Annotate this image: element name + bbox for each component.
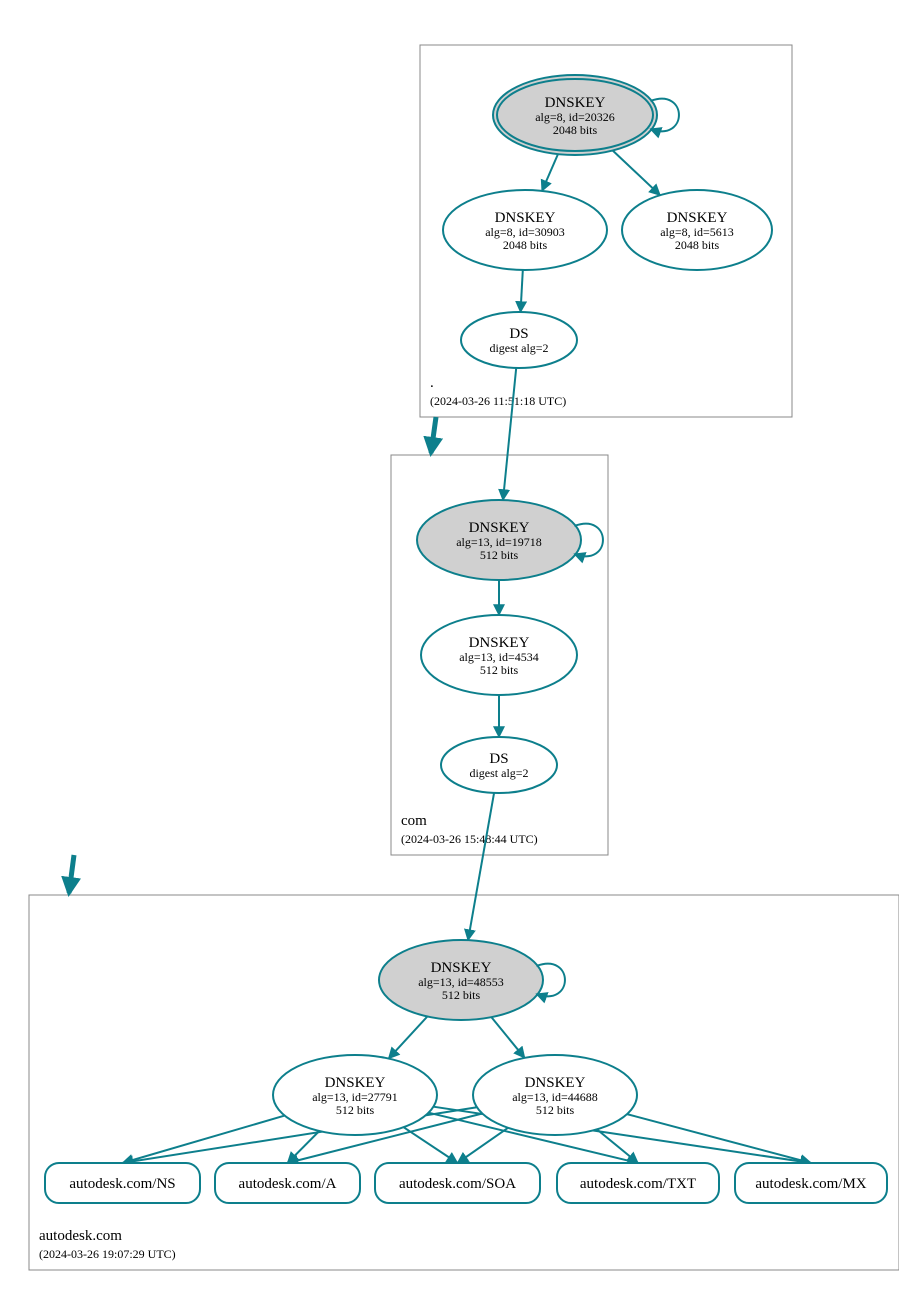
zone-timestamp-domain: (2024-03-26 19:07:29 UTC) xyxy=(39,1247,176,1261)
node-com_ksk: DNSKEYalg=13, id=19718512 bits xyxy=(417,500,603,580)
zone-label-root: . xyxy=(430,375,434,391)
svg-text:512 bits: 512 bits xyxy=(336,1103,375,1117)
svg-text:digest alg=2: digest alg=2 xyxy=(469,766,528,780)
zone-timestamp-root: (2024-03-26 11:51:18 UTC) xyxy=(430,394,566,408)
svg-text:512 bits: 512 bits xyxy=(480,663,519,677)
edge-dom_ksk-dom_zsk1 xyxy=(389,1016,428,1058)
svg-text:alg=8, id=30903: alg=8, id=30903 xyxy=(485,225,565,239)
node-root_zsk2: DNSKEYalg=8, id=56132048 bits xyxy=(622,190,772,270)
svg-text:DS: DS xyxy=(489,751,508,767)
svg-text:2048 bits: 2048 bits xyxy=(675,238,720,252)
edge-dom_zsk2-soa xyxy=(458,1128,509,1163)
svg-text:autodesk.com/TXT: autodesk.com/TXT xyxy=(580,1176,696,1192)
rrset-txt: autodesk.com/TXT xyxy=(557,1163,719,1203)
zone-label-domain: autodesk.com xyxy=(39,1228,122,1244)
dnssec-chain-diagram: . (2024-03-26 11:51:18 UTC) com (2024-03-26… xyxy=(15,15,899,1293)
node-dom_zsk1: DNSKEYalg=13, id=27791512 bits xyxy=(273,1055,437,1135)
svg-text:digest alg=2: digest alg=2 xyxy=(489,341,548,355)
svg-text:autodesk.com/MX: autodesk.com/MX xyxy=(755,1176,866,1192)
svg-text:DNSKEY: DNSKEY xyxy=(431,960,492,976)
node-com_zsk: DNSKEYalg=13, id=4534512 bits xyxy=(421,615,577,695)
svg-text:512 bits: 512 bits xyxy=(536,1103,575,1117)
edge-dom_zsk1-soa xyxy=(404,1127,458,1163)
edge-root_ds-com_ksk xyxy=(503,368,516,500)
svg-text:512 bits: 512 bits xyxy=(480,548,519,562)
svg-text:alg=8, id=20326: alg=8, id=20326 xyxy=(535,110,615,124)
node-com_ds: DSdigest alg=2 xyxy=(441,737,557,793)
svg-text:DNSKEY: DNSKEY xyxy=(525,1075,586,1091)
svg-text:DNSKEY: DNSKEY xyxy=(667,210,728,226)
svg-text:512 bits: 512 bits xyxy=(442,988,481,1002)
svg-text:DNSKEY: DNSKEY xyxy=(325,1075,386,1091)
zone-timestamp-com: (2024-03-26 15:48:44 UTC) xyxy=(401,832,538,846)
zone-edge-com-domain xyxy=(69,855,74,893)
svg-text:autodesk.com/A: autodesk.com/A xyxy=(239,1176,337,1192)
edge-root_ksk-root_zsk1 xyxy=(542,154,558,191)
rrset-ns: autodesk.com/NS xyxy=(45,1163,200,1203)
edge-dom_ksk-dom_zsk2 xyxy=(491,1017,524,1058)
svg-text:alg=8, id=5613: alg=8, id=5613 xyxy=(660,225,734,239)
svg-text:DNSKEY: DNSKEY xyxy=(469,520,530,536)
node-root_zsk1: DNSKEYalg=8, id=309032048 bits xyxy=(443,190,607,270)
rrset-mx: autodesk.com/MX xyxy=(735,1163,887,1203)
svg-text:alg=13, id=4534: alg=13, id=4534 xyxy=(459,650,539,664)
rrset-soa: autodesk.com/SOA xyxy=(375,1163,540,1203)
zone-label-com: com xyxy=(401,813,427,829)
svg-text:alg=13, id=48553: alg=13, id=48553 xyxy=(418,975,504,989)
svg-text:alg=13, id=27791: alg=13, id=27791 xyxy=(312,1090,398,1104)
svg-text:alg=13, id=44688: alg=13, id=44688 xyxy=(512,1090,598,1104)
svg-text:DS: DS xyxy=(509,326,528,342)
svg-text:autodesk.com/NS: autodesk.com/NS xyxy=(69,1176,175,1192)
edge-dom_zsk1-ns xyxy=(123,1116,285,1163)
edge-root_ksk-root_zsk2 xyxy=(613,151,660,196)
svg-text:DNSKEY: DNSKEY xyxy=(469,635,530,651)
svg-text:2048 bits: 2048 bits xyxy=(503,238,548,252)
node-dom_ksk: DNSKEYalg=13, id=48553512 bits xyxy=(379,940,565,1020)
edge-com_ds-dom_ksk xyxy=(468,793,494,940)
svg-text:DNSKEY: DNSKEY xyxy=(545,95,606,111)
svg-text:2048 bits: 2048 bits xyxy=(553,123,598,137)
svg-text:autodesk.com/SOA: autodesk.com/SOA xyxy=(399,1176,516,1192)
node-root_ds: DSdigest alg=2 xyxy=(461,312,577,368)
svg-text:alg=13, id=19718: alg=13, id=19718 xyxy=(456,535,542,549)
edge-dom_zsk2-mx xyxy=(627,1114,811,1163)
node-root_ksk: DNSKEYalg=8, id=203262048 bits xyxy=(493,75,679,155)
svg-text:DNSKEY: DNSKEY xyxy=(495,210,556,226)
edge-root_zsk1-root_ds xyxy=(521,270,523,312)
node-dom_zsk2: DNSKEYalg=13, id=44688512 bits xyxy=(473,1055,637,1135)
rrset-a: autodesk.com/A xyxy=(215,1163,360,1203)
zone-edge-root-com xyxy=(431,417,436,453)
